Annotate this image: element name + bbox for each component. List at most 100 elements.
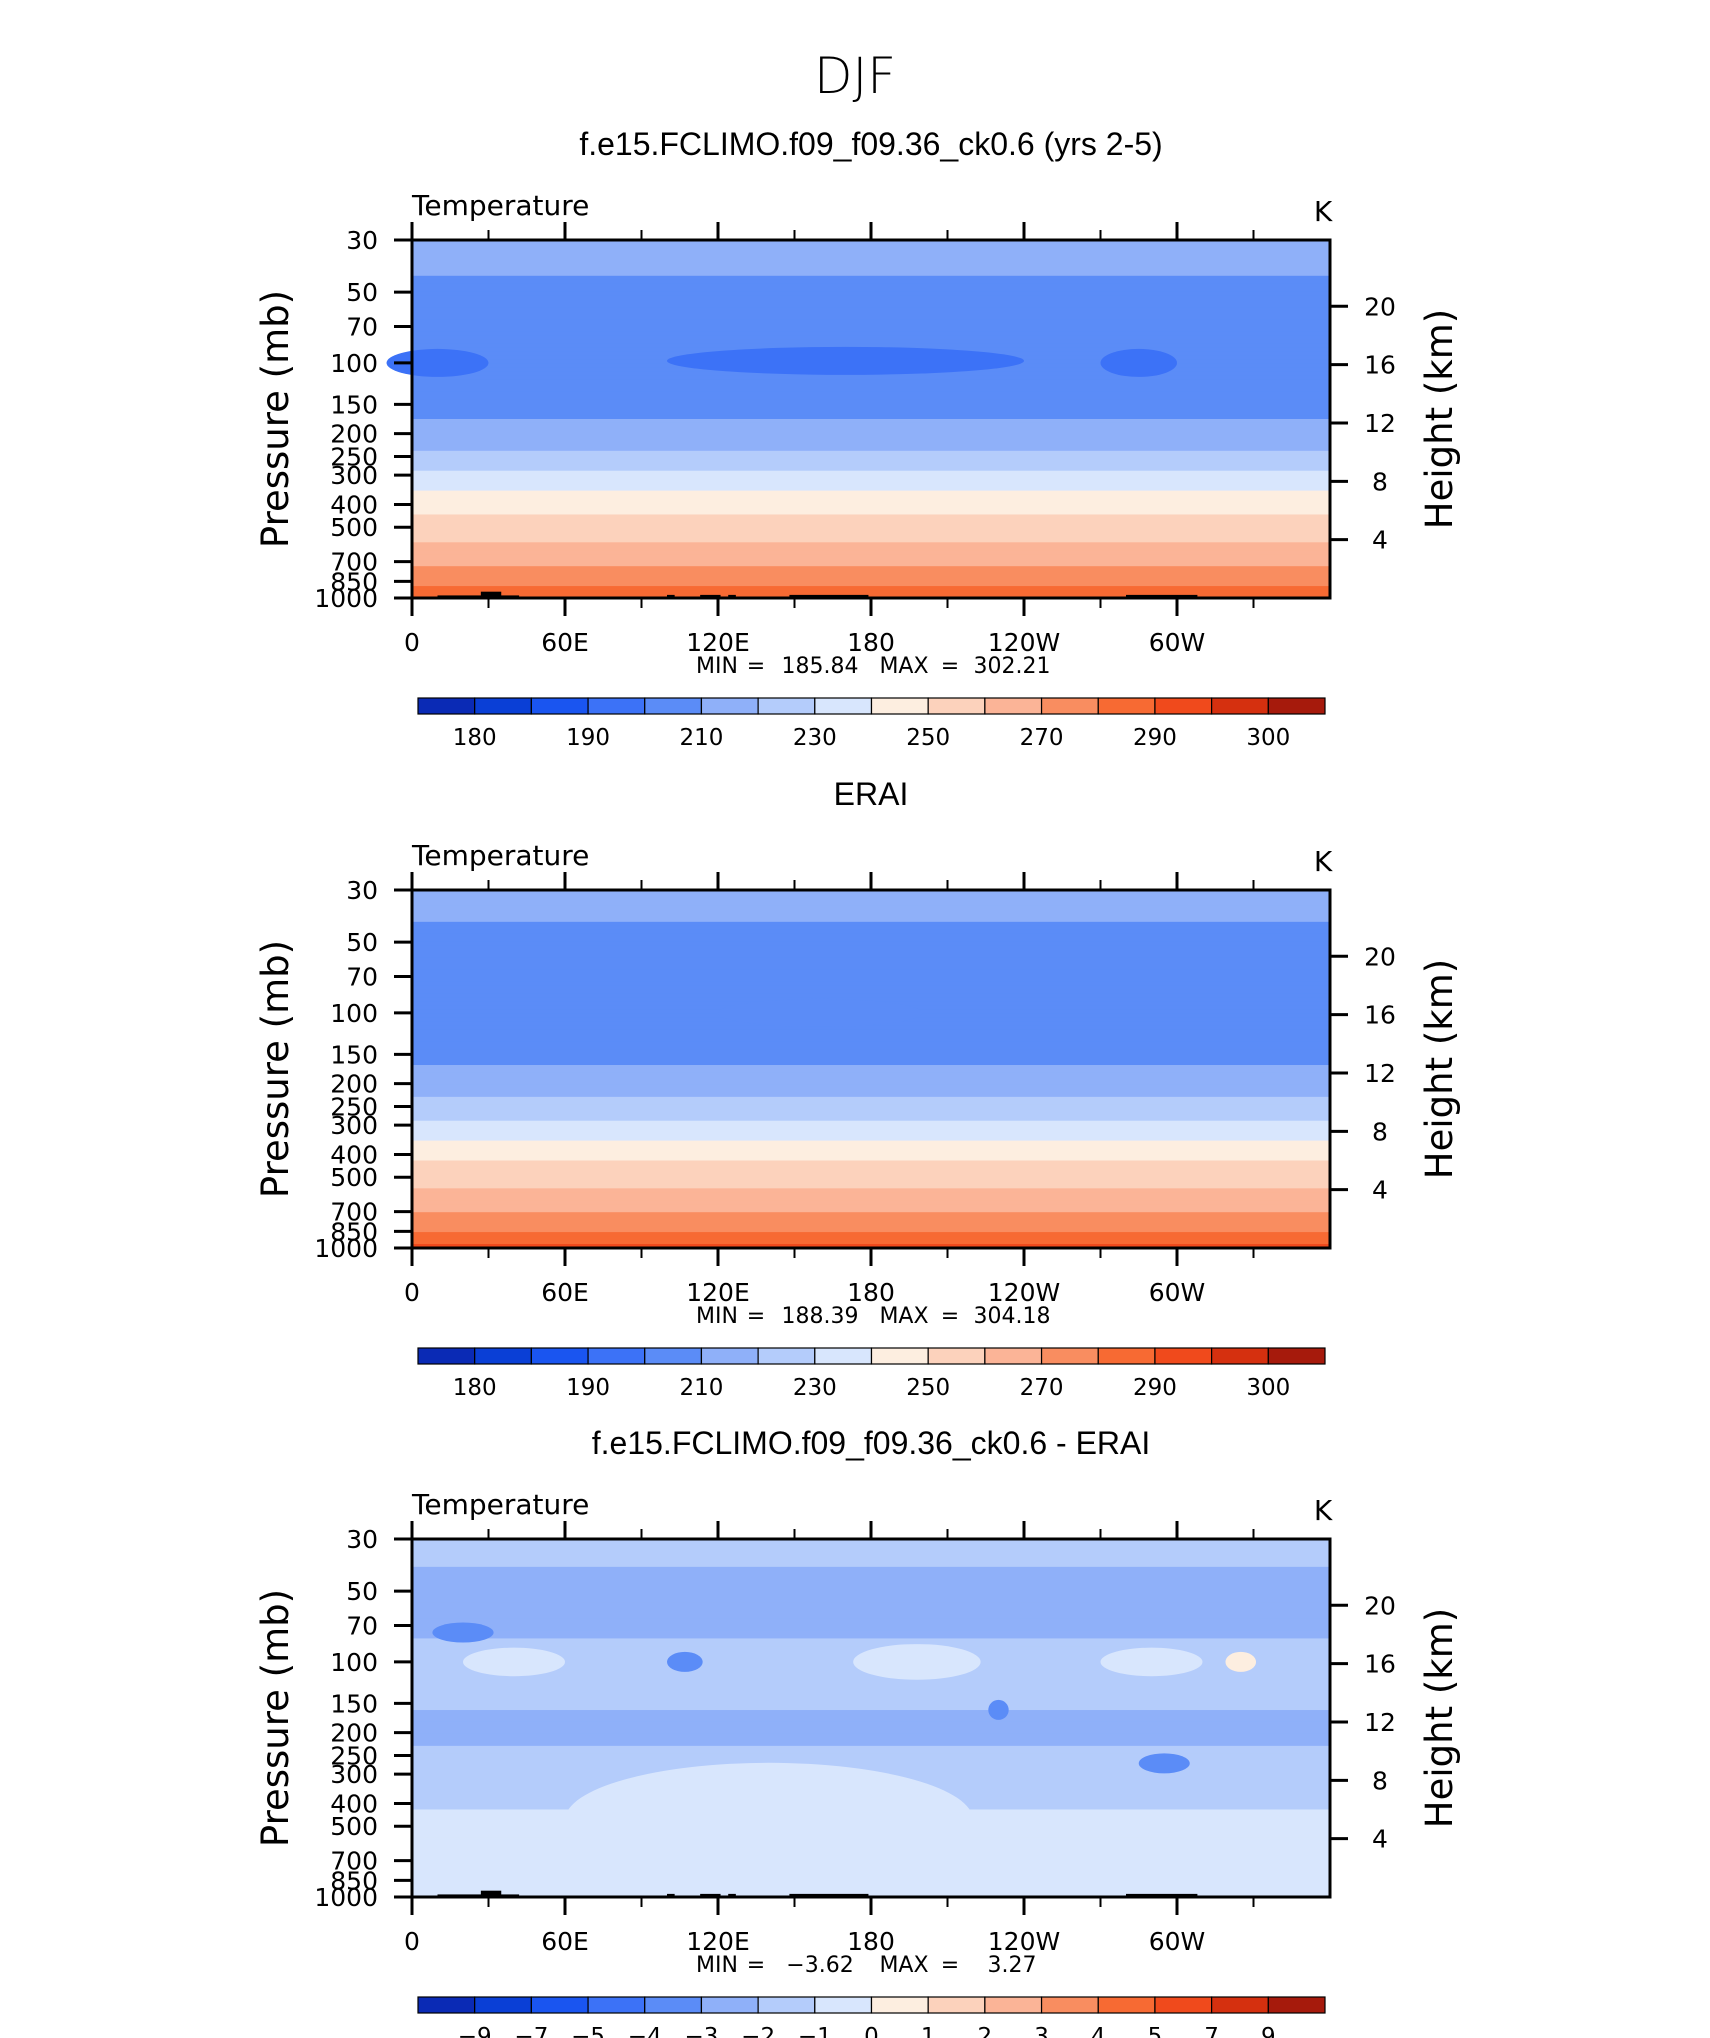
contour-band <box>412 522 1330 527</box>
contour-band <box>412 1132 1330 1138</box>
contour-band <box>412 1104 1330 1110</box>
y-tick-label: 1000 <box>314 584 378 613</box>
colorbar-label: 250 <box>906 1375 950 1401</box>
stat-min-value: 188.39 <box>782 1304 859 1329</box>
colorbar-box <box>417 1347 476 1365</box>
x-tick-label: 60E <box>541 628 589 657</box>
contour-band <box>412 474 1330 480</box>
y-tick-label: 150 <box>330 1689 378 1718</box>
colorbar-box <box>1154 1347 1213 1365</box>
colorbar-box <box>644 1996 703 2014</box>
contour-band <box>412 1586 1330 1592</box>
contour-band <box>412 323 1330 329</box>
stat-equals: = <box>747 1953 765 1978</box>
contour-band <box>412 494 1330 500</box>
colorbar-box <box>474 697 532 715</box>
contour-feature <box>565 1762 973 1878</box>
contour-band <box>412 562 1330 567</box>
colorbar-box <box>700 1996 759 2014</box>
colorbar-label: 270 <box>1020 725 1064 751</box>
colorbar-box <box>870 697 929 715</box>
colorbar-box <box>530 1996 589 2014</box>
contour-band <box>412 566 1330 571</box>
contour-band <box>412 925 1330 931</box>
contour-band <box>412 1614 1330 1620</box>
colorbar-label: 7 <box>1204 2024 1219 2038</box>
y-axis-title: Pressure (mb) <box>254 1589 297 1847</box>
x-tick-label: 0 <box>404 1278 420 1307</box>
colorbar-box <box>927 697 986 715</box>
y-tick-label: 30 <box>346 1525 378 1554</box>
stat-min-label: MIN <box>696 654 738 679</box>
contour-band <box>412 1108 1330 1114</box>
colorbar-box <box>927 1347 986 1365</box>
contour-band <box>412 454 1330 460</box>
topography-mask <box>1126 594 1198 598</box>
colorbar-label: 230 <box>793 725 837 751</box>
stat-max-label: MAX <box>879 1304 928 1329</box>
colorbar-box <box>1040 1996 1099 2014</box>
y-tick-label: 150 <box>330 1040 378 1069</box>
contour-band <box>412 1546 1330 1552</box>
y2-tick-label: 16 <box>1364 351 1396 380</box>
contour-band <box>412 1893 1330 1898</box>
contour-band <box>412 905 1330 911</box>
contour-band <box>412 530 1330 535</box>
y-tick-label: 850 <box>330 1217 378 1246</box>
contour-band <box>412 1069 1330 1074</box>
y-tick-label: 300 <box>330 1760 378 1789</box>
contour-band <box>412 243 1330 249</box>
colorbar-box <box>984 1996 1043 2014</box>
contour-band <box>412 1694 1330 1699</box>
stat-equals: = <box>941 1304 959 1329</box>
contour-band <box>412 498 1330 504</box>
colorbar-box <box>700 1347 759 1365</box>
contour-band <box>412 251 1330 257</box>
contour-band <box>412 1753 1330 1759</box>
contour-band <box>412 1061 1330 1066</box>
contour-band <box>412 1188 1330 1193</box>
contour-band <box>412 1702 1330 1707</box>
contour-band <box>412 287 1330 293</box>
contour-band <box>412 945 1330 951</box>
contour-band <box>412 1176 1330 1181</box>
contour-band <box>412 941 1330 947</box>
contour-band <box>412 969 1330 975</box>
contour-band <box>412 1172 1330 1177</box>
y-tick-label: 850 <box>330 567 378 596</box>
contour-band <box>412 399 1330 404</box>
colorbar-box <box>814 697 873 715</box>
contour-feature <box>853 1644 981 1680</box>
colorbar-box <box>1154 697 1213 715</box>
contour-band <box>412 1741 1330 1747</box>
contour-band <box>412 514 1330 520</box>
x-tick-label: 60E <box>541 1927 589 1956</box>
y2-tick-label: 20 <box>1364 942 1396 971</box>
colorbar-box <box>757 1347 816 1365</box>
contour-band <box>412 327 1330 333</box>
contour-band <box>412 510 1330 516</box>
contour-band <box>412 1112 1330 1118</box>
contour-band <box>412 279 1330 285</box>
contour-band <box>412 961 1330 967</box>
colorbar-box <box>1267 697 1326 715</box>
x-tick-label: 60W <box>1149 1927 1206 1956</box>
contour-band <box>412 1602 1330 1608</box>
colorbar-label: 190 <box>566 725 610 751</box>
contour-band <box>412 1733 1330 1739</box>
colorbar-box <box>1097 1996 1156 2014</box>
colorbar-box <box>1211 1347 1269 1365</box>
colorbar-label: −9 <box>458 2024 492 2038</box>
y-axis-title: Pressure (mb) <box>254 940 297 1198</box>
y-tick-label: 70 <box>346 963 378 992</box>
contour-band <box>412 446 1330 452</box>
contour-band <box>412 1674 1330 1679</box>
contour-band <box>412 574 1330 579</box>
contour-feature <box>718 998 922 1027</box>
colorbar-label: 180 <box>453 725 497 751</box>
colorbar-box <box>530 697 589 715</box>
contour-band <box>412 1745 1330 1751</box>
contour-band <box>412 490 1330 496</box>
y2-tick-label: 12 <box>1364 1708 1396 1737</box>
contour-band <box>412 997 1330 1002</box>
